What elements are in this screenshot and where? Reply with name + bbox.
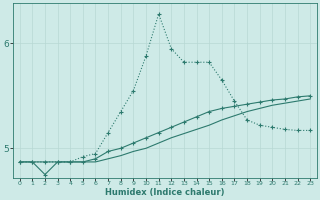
X-axis label: Humidex (Indice chaleur): Humidex (Indice chaleur)	[105, 188, 225, 197]
